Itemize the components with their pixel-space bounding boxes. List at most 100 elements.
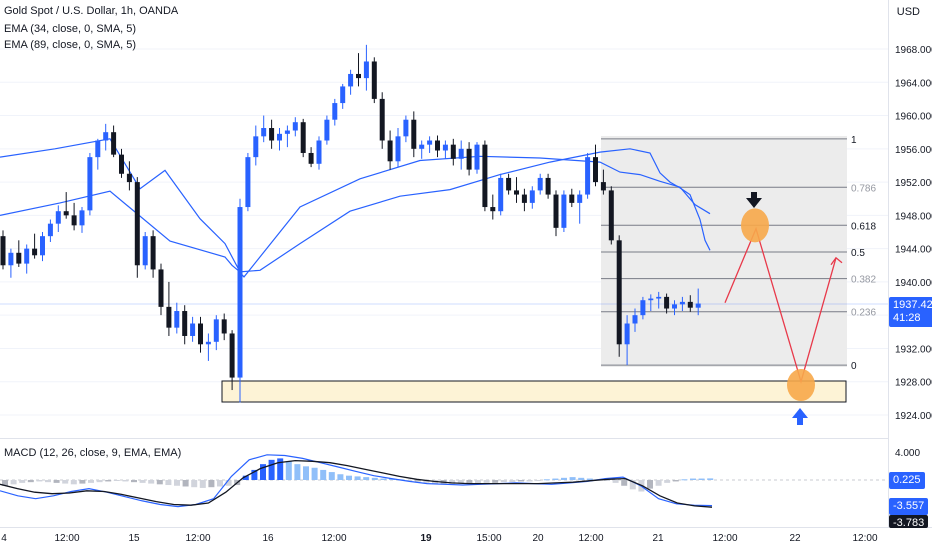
- macd-histogram-bar: [569, 477, 576, 480]
- macd-histogram-bar: [535, 480, 542, 481]
- price-tick-label: 1924.000: [895, 411, 932, 422]
- macd-tick-label: 4.000: [895, 448, 920, 459]
- macd-histogram-bar: [552, 478, 559, 480]
- projection-line: [724, 226, 837, 385]
- macd-histogram-bar: [260, 464, 266, 480]
- price-tick-label: 1948.000: [895, 211, 932, 222]
- time-tick-label: 16: [262, 533, 274, 544]
- candle-body: [679, 301, 685, 305]
- macd-histogram-bar: [131, 480, 137, 483]
- macd-histogram-bar: [268, 459, 275, 480]
- price-tick-label: 1960.000: [895, 112, 932, 123]
- candle-body: [32, 248, 38, 256]
- macd-histogram-bar: [36, 480, 43, 482]
- candle-body: [450, 144, 456, 159]
- candle-body: [253, 136, 259, 158]
- macd-histogram-bar: [311, 467, 318, 480]
- candle-body: [142, 236, 148, 266]
- fib-level-label: 1: [851, 135, 857, 146]
- candle-body: [348, 73, 354, 87]
- price-tick-label: 1964.000: [895, 78, 932, 89]
- candle-body: [237, 207, 243, 378]
- time-tick-label: 4: [1, 533, 7, 544]
- candle-body: [47, 223, 53, 237]
- candle-body: [506, 177, 512, 191]
- symbol-title[interactable]: Gold Spot / U.S. Dollar, 1h, OANDA: [4, 5, 179, 17]
- macd-pane: [0, 454, 888, 508]
- candle-body: [466, 148, 472, 170]
- macd-histogram-bar: [320, 469, 327, 480]
- macd-histogram-bar: [578, 477, 585, 480]
- candle-body: [585, 157, 591, 195]
- candle-body: [474, 144, 480, 170]
- macd-histogram-bar: [53, 480, 60, 483]
- target-circle-high: [741, 208, 769, 243]
- candle-body: [419, 144, 425, 149]
- candle-body: [40, 236, 45, 256]
- candle-body: [221, 319, 227, 334]
- macd-histogram-bar: [526, 480, 533, 482]
- target-circle-low: [787, 369, 815, 402]
- candle-body: [126, 173, 132, 183]
- last-price-tag: 1937.425 41:28: [889, 297, 932, 327]
- macd-histogram-bar: [45, 480, 51, 483]
- candle-body: [111, 132, 117, 155]
- macd-histogram-bar: [690, 478, 696, 480]
- signal-line-tag: -3.783: [889, 515, 929, 528]
- candle-countdown: 41:28: [893, 312, 921, 324]
- candle-body: [261, 128, 267, 137]
- candle-body: [213, 319, 219, 342]
- macd-histogram-bar: [423, 480, 430, 483]
- candle-body: [403, 119, 409, 137]
- candle-body: [119, 154, 124, 174]
- candle-body: [95, 140, 101, 158]
- candle-body: [632, 315, 638, 324]
- candle-body: [245, 157, 251, 208]
- candle-body: [0, 236, 6, 266]
- macd-histogram-bar: [122, 480, 129, 482]
- macd-histogram-bar: [621, 480, 628, 486]
- macd-legend[interactable]: MACD (12, 26, close, 9, EMA, EMA): [4, 447, 182, 459]
- candle-body: [55, 211, 61, 224]
- candle-body: [593, 157, 598, 183]
- macd-histogram-bar: [156, 480, 163, 485]
- up-arrow-icon: [792, 408, 808, 425]
- macd-histogram-bar: [483, 480, 490, 483]
- macd-histogram-bar: [191, 480, 198, 488]
- macd-histogram-bar: [2, 480, 8, 486]
- support-zone-rectangle[interactable]: [221, 380, 847, 403]
- price-tick-label: 1956.000: [895, 145, 932, 156]
- time-tick-label: 12:00: [185, 533, 210, 544]
- price-tick-label: 1952.000: [895, 178, 932, 189]
- time-tick-label: 15:00: [476, 533, 501, 544]
- ema34-legend[interactable]: EMA (34, close, 0, SMA, 5): [4, 23, 137, 35]
- macd-histogram-bar: [148, 480, 155, 484]
- ema89-legend[interactable]: EMA (89, close, 0, SMA, 5): [4, 39, 137, 51]
- macd-histogram-bar: [10, 480, 17, 485]
- macd-histogram-bar: [19, 480, 26, 483]
- price-tick-label: 1940.000: [895, 278, 932, 289]
- price-tick-label: 1968.000: [895, 45, 932, 56]
- candle-body: [363, 61, 369, 79]
- macd-histogram-bar: [199, 480, 206, 488]
- macd-histogram-bar: [698, 478, 705, 480]
- candlesticks: [0, 44, 701, 403]
- time-tick-label: 15: [128, 533, 140, 544]
- price-tick-label: 1944.000: [895, 245, 932, 256]
- macd-histogram-bar: [518, 480, 524, 482]
- candle-body: [198, 323, 203, 345]
- time-tick-label: 20: [532, 533, 544, 544]
- candle-body: [340, 86, 346, 104]
- macd-histogram-bar: [707, 478, 714, 480]
- candle-body: [356, 73, 361, 79]
- candle-body: [687, 301, 693, 308]
- projection-path[interactable]: [724, 208, 843, 402]
- candle-body: [616, 240, 622, 345]
- candle-body: [371, 61, 377, 99]
- time-axis[interactable]: 4 12:00 15 12:00 16 12:00 19 15:00 20 12:00 21 12:0…: [1, 533, 878, 544]
- price-axis[interactable]: 1968.000 1964.000 1960.000 1956.000 1952.000…: [895, 45, 932, 459]
- macd-histogram-bar: [328, 472, 335, 480]
- candle-body: [561, 194, 567, 228]
